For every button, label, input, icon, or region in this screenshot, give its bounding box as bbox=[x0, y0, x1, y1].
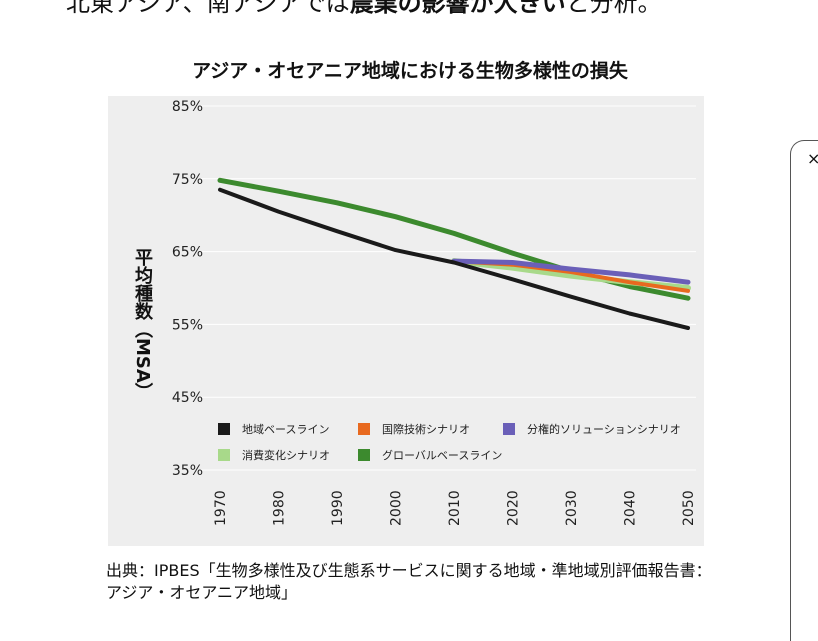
y-tick-label: 35% bbox=[172, 463, 203, 479]
x-tick-label: 1980 bbox=[272, 490, 288, 526]
intro-bold: 農業の影響が大きい bbox=[349, 0, 566, 17]
x-tick-label: 1990 bbox=[330, 490, 346, 526]
x-tick-label: 2010 bbox=[447, 490, 463, 526]
legend-label: グローバルベースライン bbox=[382, 448, 502, 462]
y-tick-label: 55% bbox=[172, 317, 203, 333]
chart-background bbox=[108, 96, 704, 546]
intro-prefix: 北東アジア、南アジアでは bbox=[66, 0, 350, 17]
y-tick-label: 85% bbox=[172, 99, 203, 115]
legend-swatch bbox=[218, 423, 230, 435]
x-tick-label: 2000 bbox=[389, 490, 405, 526]
legend-swatch bbox=[358, 423, 370, 435]
y-tick-label: 75% bbox=[172, 172, 203, 188]
legend-swatch bbox=[503, 423, 515, 435]
y-tick-label: 45% bbox=[172, 390, 203, 406]
series-lines bbox=[217, 177, 691, 330]
source-citation: 出典：IPBES「生物多様性及び生態系サービスに関する地域・準地域別評価報告書：… bbox=[106, 561, 712, 602]
grid bbox=[200, 105, 696, 471]
close-icon[interactable]: × bbox=[807, 149, 818, 168]
legend-swatch bbox=[218, 449, 230, 461]
x-ticks: 1970 1980 1990 2000 2010 2020 2030 2040 2050 bbox=[213, 490, 697, 526]
x-tick-label: 2030 bbox=[564, 490, 580, 526]
chart: 35% 45% 55% 65% 75% 85% 1970 1980 1990 2000 2010 2… bbox=[108, 96, 704, 546]
chart-title: アジア・オセアニア地域における生物多様性の損失 bbox=[192, 60, 628, 82]
side-panel: × bbox=[790, 140, 818, 641]
series-line bbox=[451, 258, 691, 285]
intro-text: 北東アジア、南アジアでは農業の影響が大きいと分析。 bbox=[66, 0, 766, 20]
x-tick-label: 2020 bbox=[506, 490, 522, 526]
x-tick-label: 2040 bbox=[623, 490, 639, 526]
legend-swatch bbox=[358, 449, 370, 461]
series-line bbox=[218, 187, 690, 330]
legend-label: 分権的ソリューションシナリオ bbox=[527, 422, 681, 436]
x-tick-label: 1970 bbox=[213, 490, 229, 526]
legend-label: 国際技術シナリオ bbox=[382, 423, 470, 436]
y-axis-label: 平均種数（MSA） bbox=[132, 248, 153, 401]
x-tick-label: 2050 bbox=[681, 490, 697, 526]
y-tick-label: 65% bbox=[172, 245, 203, 261]
legend-label: 消費変化シナリオ bbox=[242, 448, 330, 462]
legend-label: 地域ベースライン bbox=[242, 423, 329, 436]
y-ticks: 35% 45% 55% 65% 75% 85% bbox=[172, 99, 203, 479]
intro-suffix: と分析。 bbox=[565, 0, 662, 17]
